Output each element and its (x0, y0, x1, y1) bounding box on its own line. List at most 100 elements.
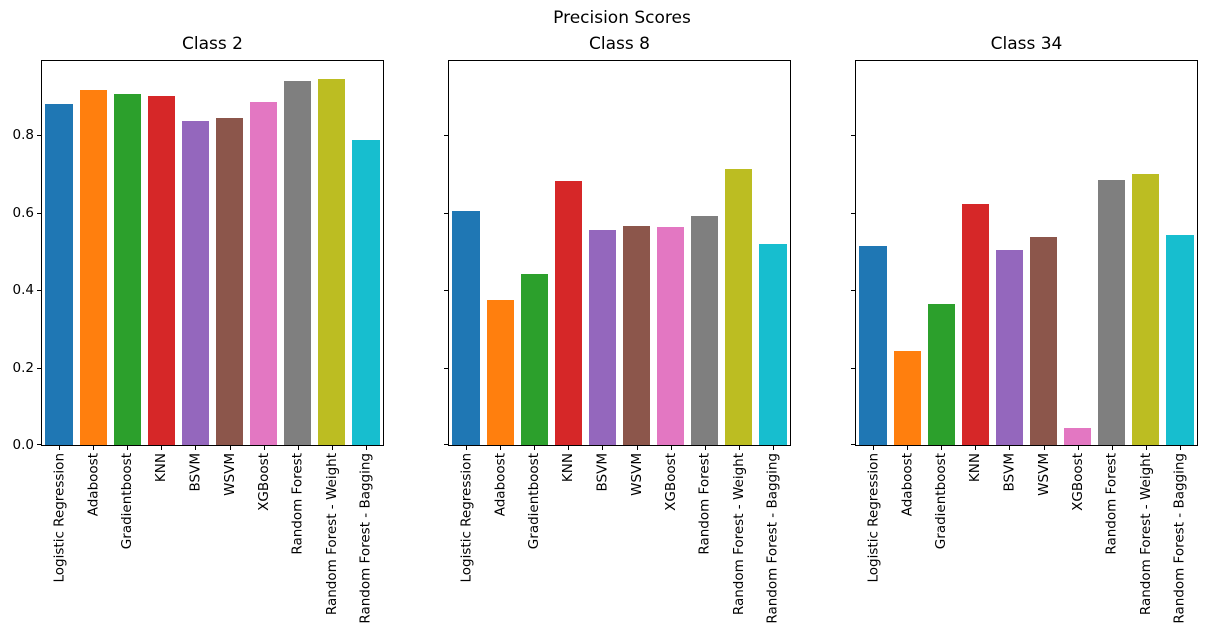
bar-random-forest-weight (318, 79, 346, 445)
bar-knn (554, 180, 582, 445)
x-tick-label-text: Adaboost (899, 453, 916, 517)
bar-xgboost (250, 102, 278, 445)
bar-gradientboost (520, 273, 548, 445)
x-tick-mark (195, 446, 197, 450)
y-tick-mark (444, 290, 448, 291)
y-tick-label: 0.0 (12, 437, 34, 453)
bar-xgboost (657, 227, 685, 445)
x-tick-label-text: Adaboost (85, 453, 102, 517)
bar-bsvm (995, 249, 1024, 445)
y-tick-mark (851, 135, 855, 136)
x-tick-label-text: Gradientboost (119, 453, 136, 550)
x-tick-mark (738, 446, 740, 450)
x-tick-label-text: XGBoost (1069, 453, 1086, 511)
y-tick-mark (851, 444, 855, 445)
x-tick-mark (534, 446, 536, 450)
bar-random-forest (691, 215, 719, 445)
bar-xgboost (1064, 428, 1092, 445)
figure-suptitle: Precision Scores (553, 8, 691, 28)
y-tick-label: 0.6 (12, 204, 34, 221)
x-tick-mark (1111, 446, 1113, 450)
x-tick-label-text: Random Forest - Bagging (1171, 453, 1188, 624)
y-tick-label: 0.2 (12, 359, 34, 376)
x-tick-label-text: Logistic Regression (458, 453, 475, 583)
x-tick-mark (602, 446, 604, 450)
axes-title: Class 2 (182, 34, 243, 54)
bar-wsvm (622, 226, 651, 445)
x-tick-label-text: Random Forest - Weight (323, 453, 340, 616)
bar-adaboost (79, 90, 107, 445)
y-tick-mark (444, 213, 448, 214)
x-tick-label-text: BSVM (594, 453, 611, 492)
x-tick-label-text: Random Forest - Bagging (357, 453, 374, 624)
x-tick-mark (161, 446, 163, 450)
x-tick-label-text: Gradientboost (933, 453, 950, 550)
bar-gradientboost (113, 93, 141, 445)
x-tick-mark (1077, 446, 1079, 450)
x-tick-mark (93, 446, 95, 450)
bar-random-forest-weight (1132, 173, 1160, 445)
y-tick-mark (37, 444, 41, 445)
bar-random-forest-bagging (1166, 234, 1194, 445)
x-tick-label-text: XGBoost (255, 453, 272, 511)
bar-random-forest-bagging (352, 139, 380, 445)
x-tick-mark (365, 446, 367, 450)
bar-knn (147, 96, 175, 445)
x-tick-mark (127, 446, 129, 450)
x-tick-label-text: Random Forest (1103, 453, 1120, 555)
bar-random-forest (284, 80, 312, 445)
x-tick-label-text: BSVM (1001, 453, 1018, 492)
x-tick-label-text: WSVM (221, 453, 238, 496)
bar-logistic-regression (452, 210, 480, 445)
x-tick-mark (975, 446, 977, 450)
x-tick-mark (500, 446, 502, 450)
x-tick-label-text: Adaboost (492, 453, 509, 517)
x-tick-label-text: Random Forest - Bagging (764, 453, 781, 624)
bar-logistic-regression (45, 104, 73, 445)
y-tick-mark (851, 290, 855, 291)
x-tick-label-text: XGBoost (662, 453, 679, 511)
x-tick-mark (1145, 446, 1147, 450)
y-tick-mark (37, 368, 41, 369)
bar-gradientboost (927, 303, 955, 445)
x-tick-mark (772, 446, 774, 450)
x-tick-label-text: Random Forest - Weight (1137, 453, 1154, 616)
x-tick-label-text: Random Forest (696, 453, 713, 555)
x-tick-label-text: KNN (967, 453, 984, 483)
y-tick-mark (444, 368, 448, 369)
x-tick-mark (466, 446, 468, 450)
x-tick-mark (1043, 446, 1045, 450)
bar-adaboost (486, 300, 514, 445)
x-tick-mark (941, 446, 943, 450)
x-tick-label-text: KNN (560, 453, 577, 483)
x-tick-mark (873, 446, 875, 450)
y-tick-mark (444, 444, 448, 445)
x-tick-label-text: Logistic Regression (51, 453, 68, 583)
axes-title: Class 34 (990, 34, 1063, 54)
x-tick-mark (704, 446, 706, 450)
x-tick-label-text: Gradientboost (526, 453, 543, 550)
x-tick-mark (229, 446, 231, 450)
bar-wsvm (215, 117, 244, 445)
y-tick-mark (37, 213, 41, 214)
x-tick-mark (263, 446, 265, 450)
y-tick-mark (444, 135, 448, 136)
x-tick-mark (670, 446, 672, 450)
axes-title: Class 8 (589, 34, 650, 54)
x-tick-mark (907, 446, 909, 450)
bar-random-forest-bagging (759, 244, 787, 445)
x-tick-label-text: WSVM (628, 453, 645, 496)
x-tick-label-text: Random Forest (289, 453, 306, 555)
y-tick-mark (37, 135, 41, 136)
bar-knn (961, 204, 989, 445)
x-tick-label-text: BSVM (187, 453, 204, 492)
x-tick-mark (636, 446, 638, 450)
bar-bsvm (181, 121, 210, 445)
y-tick-mark (851, 213, 855, 214)
y-tick-mark (37, 290, 41, 291)
axes-class-8: Class 8 Logistic Regression Adaboost Gradie… (444, 34, 791, 624)
axes-class-2: Class 2 Logistic Regression Adaboost Gradie… (13, 34, 384, 624)
x-tick-mark (331, 446, 333, 450)
x-tick-mark (568, 446, 570, 450)
